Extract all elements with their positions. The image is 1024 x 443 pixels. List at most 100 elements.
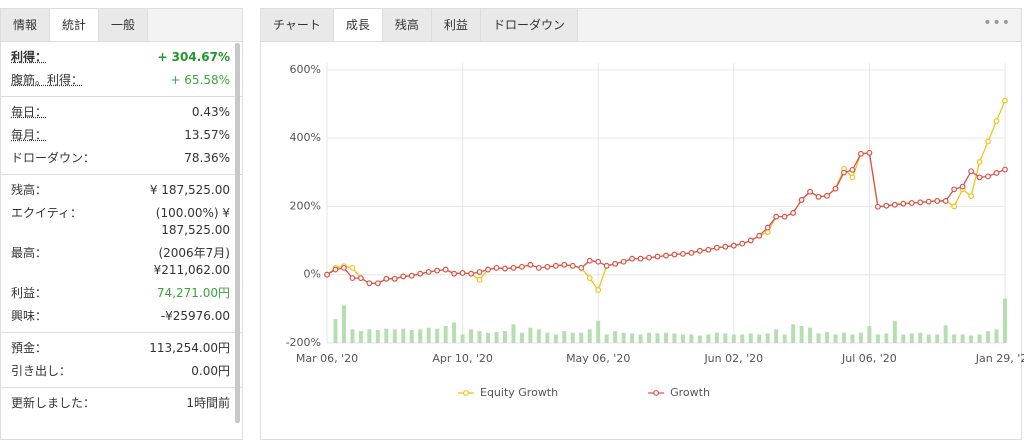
- series-point: [900, 200, 907, 207]
- series-point: [358, 275, 364, 282]
- tab[interactable]: 残高: [382, 9, 432, 41]
- series-point: [917, 199, 924, 206]
- volume-bar: [825, 332, 830, 343]
- series-point: [400, 273, 407, 280]
- series-point: [586, 275, 593, 282]
- stats-group: 預金： 113,254.00円 引き出し： 0.00円: [1, 333, 242, 388]
- series-point: [781, 213, 788, 220]
- series-point: [654, 253, 661, 260]
- volume-bar: [477, 331, 482, 343]
- x-tick-label: Jan 29, '21: [975, 352, 1024, 365]
- volume-bar: [613, 331, 618, 343]
- volume-bar: [587, 329, 592, 343]
- stat-row: 引き出し： 0.00円: [1, 360, 242, 383]
- stat-value: 78.36%: [184, 150, 230, 167]
- series-point: [349, 264, 356, 271]
- x-tick-label: Apr 10, '20: [432, 352, 493, 365]
- volume-bar: [680, 334, 685, 343]
- stat-value: 74,271.00円: [157, 285, 230, 302]
- x-tick-label: Mar 06, '20: [296, 352, 358, 365]
- series-point: [332, 266, 339, 273]
- volume-bar: [672, 333, 677, 343]
- volume-bar: [723, 333, 728, 343]
- series-point: [951, 203, 958, 210]
- volume-bar: [647, 332, 652, 343]
- stats-panel: 情報 統計 一般 利得： + 304.67% 腹筋。利得： + 65.58% 毎日： 0.43…: [0, 8, 243, 440]
- series-point: [705, 246, 712, 253]
- series-point: [510, 264, 517, 271]
- volume-bar: [765, 333, 770, 343]
- stat-row: 腹筋。利得： + 65.58%: [1, 69, 242, 92]
- stat-row: 残高： ¥ 187,525.00: [1, 179, 242, 202]
- series-point: [942, 198, 949, 204]
- volume-bar: [350, 329, 355, 343]
- tab[interactable]: 情報: [1, 9, 51, 41]
- stat-value-line: 74,271.00円: [156, 286, 230, 300]
- volume-bar: [486, 332, 491, 343]
- series-point: [620, 258, 627, 265]
- volume-bar: [943, 325, 948, 343]
- volume-bar: [375, 330, 380, 343]
- tab[interactable]: 統計: [50, 9, 100, 41]
- series-point: [908, 200, 915, 206]
- volume-bar: [638, 334, 643, 343]
- legend-label: Equity Growth: [480, 386, 558, 399]
- volume-bar: [384, 328, 389, 343]
- tab[interactable]: 利益: [431, 9, 481, 41]
- series-point: [773, 213, 780, 220]
- volume-bar: [553, 334, 558, 343]
- series-point: [925, 198, 932, 205]
- series-point: [451, 270, 458, 277]
- series-point: [324, 271, 330, 278]
- series-point: [434, 267, 441, 274]
- series-point: [425, 269, 432, 275]
- tab[interactable]: 一般: [99, 9, 149, 41]
- volume-bar: [469, 329, 474, 343]
- series-point: [807, 188, 813, 195]
- stat-label: 利得：: [11, 50, 48, 64]
- volume-bar: [341, 305, 346, 343]
- series-point: [366, 280, 373, 287]
- stat-value-line: 13.57%: [184, 128, 230, 142]
- volume-bar: [630, 333, 635, 343]
- series-point: [578, 264, 585, 271]
- volume-bar: [545, 332, 550, 343]
- y-tick-label: 400%: [290, 131, 321, 144]
- volume-bar: [562, 331, 567, 343]
- series-point: [985, 138, 991, 145]
- stat-value: 0.43%: [192, 104, 230, 121]
- series-point: [697, 247, 703, 254]
- stat-value: 113,254.00円: [149, 340, 230, 357]
- series-point: [739, 240, 746, 247]
- volume-bar: [333, 319, 338, 343]
- stat-value: + 65.58%: [170, 72, 230, 89]
- volume-bar: [494, 332, 499, 343]
- series-point: [586, 257, 593, 264]
- series-point: [349, 275, 356, 282]
- volume-bar: [435, 328, 440, 343]
- tab[interactable]: 成長: [333, 9, 383, 41]
- stat-label: 引き出し：: [11, 364, 72, 378]
- volume-bar: [604, 334, 609, 343]
- stat-value-line: 0.00円: [191, 364, 230, 378]
- series-point: [383, 275, 390, 282]
- series-point: [552, 262, 559, 269]
- series-line: [326, 100, 1006, 292]
- stat-label: 最高：: [11, 246, 48, 260]
- stats-group: 毎日： 0.43% 毎月： 13.57% ドローダウン： 78.36%: [1, 97, 242, 175]
- stats-group: 更新しました： 1時間前: [1, 388, 242, 419]
- volume-bar: [791, 324, 796, 343]
- scrollbar[interactable]: [235, 43, 240, 423]
- series-point: [612, 260, 619, 267]
- volume-bar: [689, 334, 694, 343]
- stat-value-line: + 65.58%: [170, 73, 230, 87]
- y-tick-label: 200%: [290, 199, 321, 212]
- tab[interactable]: チャート: [261, 9, 334, 41]
- more-menu[interactable]: •••: [983, 15, 1011, 31]
- x-tick-label: Jul 06, '20: [841, 352, 897, 365]
- series-point: [569, 262, 576, 269]
- series-point: [603, 262, 610, 269]
- tab[interactable]: ドローダウン: [480, 9, 578, 41]
- volume-bar: [536, 329, 541, 343]
